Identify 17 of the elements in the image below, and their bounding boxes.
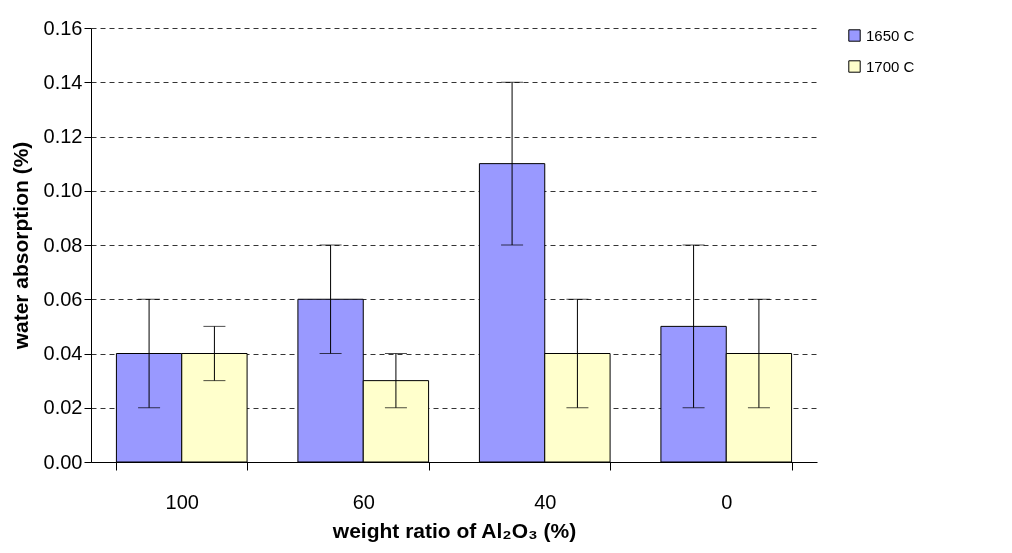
x-tick-label: 40	[534, 490, 557, 513]
y-tick-label: 0.12	[43, 125, 83, 147]
y-tick-label: 0.16	[43, 16, 83, 39]
x-tick-label: 0	[721, 490, 733, 513]
y-tick-label: 0.08	[43, 233, 83, 256]
y-tick-label: 0.04	[43, 342, 83, 364]
x-axis-title: weight ratio of Al₂O₃ (%)	[331, 518, 577, 542]
y-tick-label: 0.02	[43, 396, 83, 419]
legend-label: 1700 C	[866, 57, 915, 75]
y-tick-label: 0.10	[43, 179, 83, 202]
y-tick-label: 0.06	[43, 287, 83, 310]
y-tick-label: 0.00	[43, 450, 83, 473]
x-tick-label: 60	[352, 490, 375, 513]
x-tick-label: 100	[165, 490, 199, 513]
legend-label: 1650 C	[866, 26, 915, 44]
y-tick-label: 0.14	[43, 70, 83, 93]
y-axis-title: water absorption (%)	[8, 141, 32, 351]
